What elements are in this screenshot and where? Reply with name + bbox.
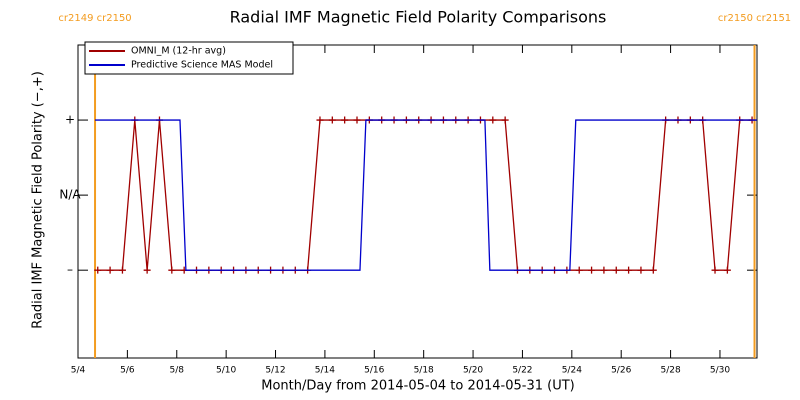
series-line: [95, 119, 757, 271]
data-point: [94, 266, 102, 274]
rotation-label: cr2150 cr2151: [718, 13, 791, 24]
data-point: [711, 266, 719, 274]
x-tick-label: 5/26: [611, 366, 631, 376]
data-point: [316, 116, 324, 124]
data-point: [489, 116, 497, 124]
x-tick-label: 5/10: [216, 366, 236, 376]
data-point: [143, 266, 151, 274]
data-point: [501, 116, 509, 124]
y-tick-label: +: [65, 113, 75, 127]
legend-label: OMNI_M (12-hr avg): [131, 46, 226, 57]
x-tick-label: 5/14: [315, 366, 335, 376]
x-tick-label: 5/6: [120, 366, 135, 376]
y-tick-label: N/A: [59, 188, 81, 202]
x-tick-label: 5/28: [660, 366, 680, 376]
data-point: [328, 116, 336, 124]
data-point: [625, 266, 633, 274]
data-point: [649, 266, 657, 274]
data-point: [588, 266, 596, 274]
x-tick-label: 5/20: [463, 366, 483, 376]
data-point: [600, 266, 608, 274]
data-point: [637, 266, 645, 274]
x-tick-label: 5/18: [414, 366, 434, 376]
chart-title: Radial IMF Magnetic Field Polarity Compa…: [230, 8, 607, 27]
y-axis-title: Radial IMF Magnetic Field Polarity (−,+): [31, 71, 46, 329]
x-tick-label: 5/16: [364, 366, 384, 376]
x-tick-label: 5/4: [71, 366, 86, 376]
data-point: [168, 266, 176, 274]
x-tick-label: 5/12: [265, 366, 285, 376]
data-point: [106, 266, 114, 274]
data-point: [723, 266, 731, 274]
data-point: [612, 266, 620, 274]
legend-label: Predictive Science MAS Model: [131, 60, 273, 71]
x-tick-label: 5/22: [512, 366, 532, 376]
y-tick-label: –: [67, 263, 73, 277]
data-point: [341, 116, 349, 124]
data-point: [118, 266, 126, 274]
data-point: [575, 266, 583, 274]
rotation-label: cr2149 cr2150: [58, 13, 131, 24]
x-tick-label: 5/30: [710, 366, 730, 376]
x-axis-title: Month/Day from 2014-05-04 to 2014-05-31 …: [261, 379, 574, 394]
x-tick-label: 5/8: [170, 366, 185, 376]
data-point: [353, 116, 361, 124]
legend-box: [84, 41, 294, 75]
x-tick-label: 5/24: [562, 366, 582, 376]
plot-frame: [77, 44, 758, 359]
